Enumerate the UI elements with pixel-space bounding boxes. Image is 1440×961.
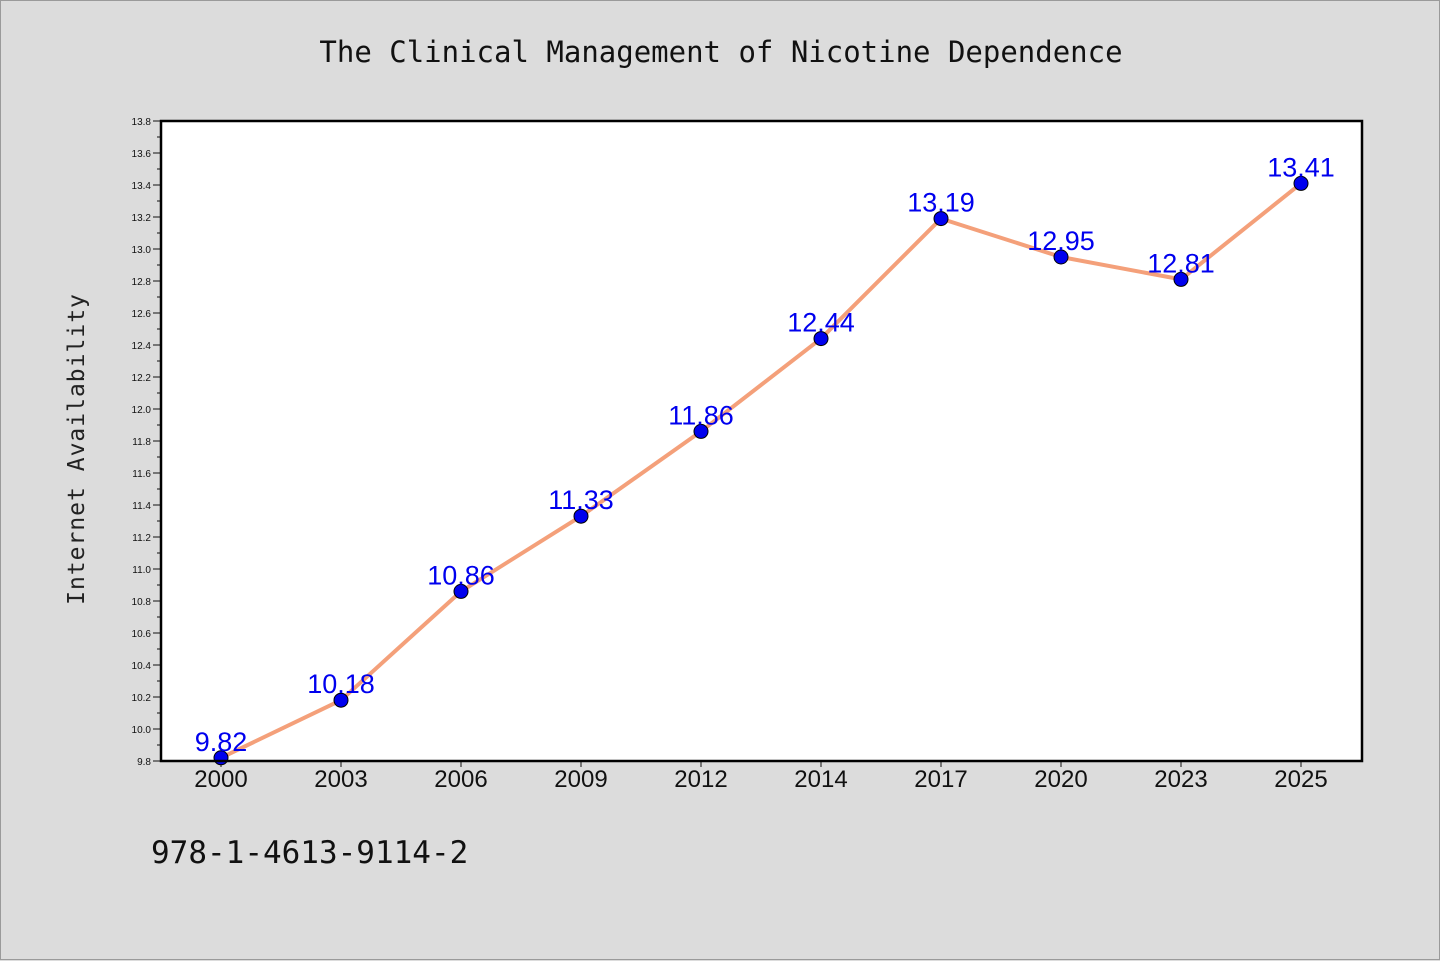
data-point [453,583,469,599]
data-label: 12.44 [787,308,855,338]
y-tick-label: 11.2 [132,533,151,544]
data-point [1173,271,1189,287]
data-point [693,423,709,439]
y-tick-label: 13.0 [132,245,152,256]
x-tick-label: 2009 [554,766,607,793]
data-label: 10.18 [307,669,375,699]
data-label: 12.95 [1027,226,1095,256]
y-tick-label: 12.8 [132,277,152,288]
y-tick-label: 11.8 [132,437,151,448]
y-tick-label: 11.0 [132,565,151,576]
x-tick-label: 2014 [794,766,847,793]
y-tick-label: 11.6 [132,469,151,480]
y-tick-label: 13.2 [132,213,152,224]
data-label: 11.33 [548,485,614,515]
data-point [573,508,589,524]
plot-area [161,121,1362,761]
y-tick-label: 12.2 [132,373,152,384]
x-tick-label: 2006 [434,766,487,793]
y-tick-label: 10.6 [132,629,152,640]
data-point [1053,249,1069,265]
isbn-text: 978-1-4613-9114-2 [151,835,469,871]
data-label: 13.19 [907,188,975,218]
data-point [933,211,949,227]
data-label: 9.82 [195,727,248,757]
y-tick-label: 13.6 [132,149,152,160]
y-tick-label: 12.6 [132,309,152,320]
data-point [333,692,349,708]
data-label: 13.41 [1267,152,1335,182]
data-label: 10.86 [427,560,495,590]
chart-title: The Clinical Management of Nicotine Depe… [319,35,1123,69]
y-tick-label: 10.4 [132,661,152,672]
plot-frame [159,119,1364,763]
x-tick-label: 2025 [1274,766,1327,793]
x-tick-label: 2012 [674,766,727,793]
x-tick-label: 2017 [914,766,967,793]
x-tick-label: 2023 [1154,766,1207,793]
data-label: 11.86 [668,400,734,430]
y-tick-label: 10.8 [132,597,152,608]
x-tick-label: 2003 [314,766,367,793]
y-tick-label: 13.4 [132,181,152,192]
y-tick-label: 12.4 [132,341,152,352]
x-tick-label: 2020 [1034,766,1087,793]
data-point [1293,175,1309,191]
y-tick-label: 13.8 [132,117,152,128]
y-tick-label: 11.4 [132,501,151,512]
data-point [813,331,829,347]
data-label: 12.81 [1147,248,1215,278]
y-tick-label: 10.0 [132,725,152,736]
y-tick-label: 12.0 [132,405,152,416]
y-tick-label: 10.2 [132,693,152,704]
x-tick-label: 2000 [194,766,247,793]
y-tick-label: 9.8 [137,757,151,768]
series-line [219,181,1303,760]
